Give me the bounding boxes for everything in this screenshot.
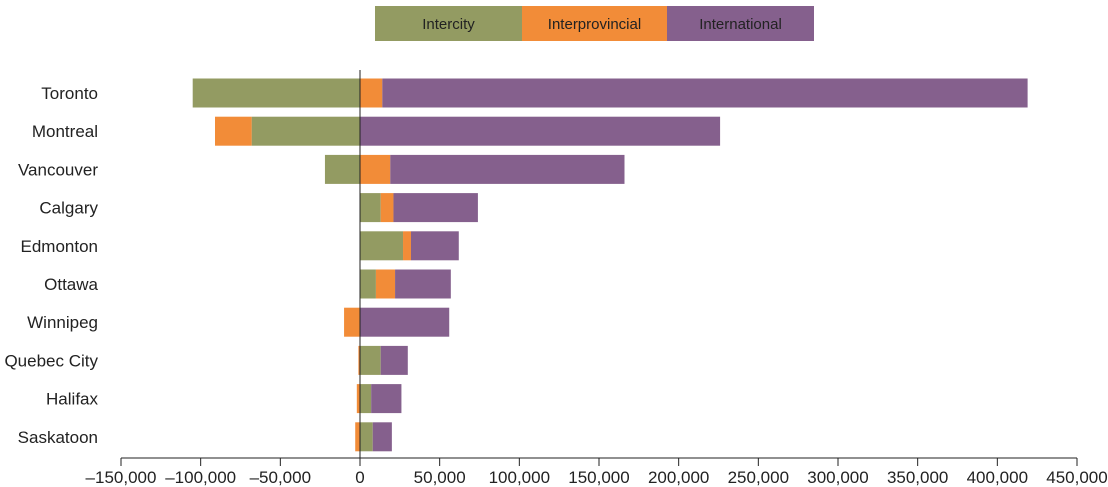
bar-halifax-intercity [360,384,372,414]
x-tick-label-1: –100,000 [165,468,236,487]
x-tick-label-4: 50,000 [414,468,466,487]
category-label-edmonton: Edmonton [21,237,99,256]
category-label-calgary: Calgary [39,199,98,218]
bar-quebec-city-interprovincial [358,345,360,375]
bar-halifax-interprovincial [356,384,360,414]
bar-quebec-city-international [380,345,408,375]
bar-ottawa-interprovincial [375,269,396,299]
legend-swatch-interprovincial [522,6,667,41]
bar-saskatoon-intercity [360,422,373,452]
bar-winnipeg-international [360,307,450,337]
x-axis: –150,000 –100,000 –50,000 0 50,000 100,000 150… [86,70,1108,487]
bar-toronto-interprovincial [360,78,383,108]
bar-winnipeg-interprovincial [344,307,360,337]
category-label-quebec-city: Quebec City [4,351,98,370]
bar-toronto-international [382,78,1028,108]
x-tick-label-5: 100,000 [489,468,550,487]
bar-montreal-intercity [251,116,360,146]
bar-quebec-city-intercity [360,345,381,375]
bar-edmonton-interprovincial [403,231,411,261]
bar-edmonton-international [410,231,459,261]
bars-group [192,78,1028,452]
x-tick-label-9: 300,000 [807,468,868,487]
bar-vancouver-intercity [324,154,360,184]
x-tick-label-3: 0 [355,468,364,487]
bar-vancouver-international [390,154,625,184]
x-tick-label-12: 450,000 [1046,468,1107,487]
category-label-saskatoon: Saskatoon [18,428,98,447]
category-label-halifax: Halifax [46,390,98,409]
legend: Intercity Interprovincial International [375,6,814,41]
x-tick-label-0: –150,000 [86,468,157,487]
legend-label-intercity: Intercity [422,16,475,33]
bar-edmonton-intercity [360,231,404,261]
bar-montreal-international [360,116,721,146]
x-tick-label-6: 150,000 [568,468,629,487]
bar-saskatoon-interprovincial [355,422,360,452]
bar-calgary-intercity [360,193,381,223]
x-tick-label-2: –50,000 [250,468,311,487]
bar-vancouver-interprovincial [360,154,391,184]
x-tick-label-7: 200,000 [648,468,709,487]
bar-calgary-interprovincial [380,193,394,223]
category-labels: Toronto Montreal Vancouver Calgary Edmonton O… [4,84,98,447]
category-label-montreal: Montreal [32,122,98,141]
bar-toronto-intercity [192,78,360,108]
category-label-ottawa: Ottawa [44,275,98,294]
bar-halifax-international [371,384,402,414]
bar-calgary-international [393,193,478,223]
category-label-vancouver: Vancouver [18,160,98,179]
x-tick-label-8: 250,000 [728,468,789,487]
legend-swatch-international [667,6,814,41]
legend-swatch-intercity [375,6,522,41]
category-label-toronto: Toronto [41,84,98,103]
legend-label-international: International [699,16,782,33]
category-label-winnipeg: Winnipeg [27,313,98,332]
bar-montreal-interprovincial [215,116,252,146]
bar-saskatoon-international [372,422,392,452]
legend-label-interprovincial: Interprovincial [548,16,641,33]
x-tick-label-10: 350,000 [887,468,948,487]
bar-ottawa-intercity [360,269,376,299]
bar-ottawa-international [395,269,451,299]
x-tick-label-11: 400,000 [967,468,1028,487]
